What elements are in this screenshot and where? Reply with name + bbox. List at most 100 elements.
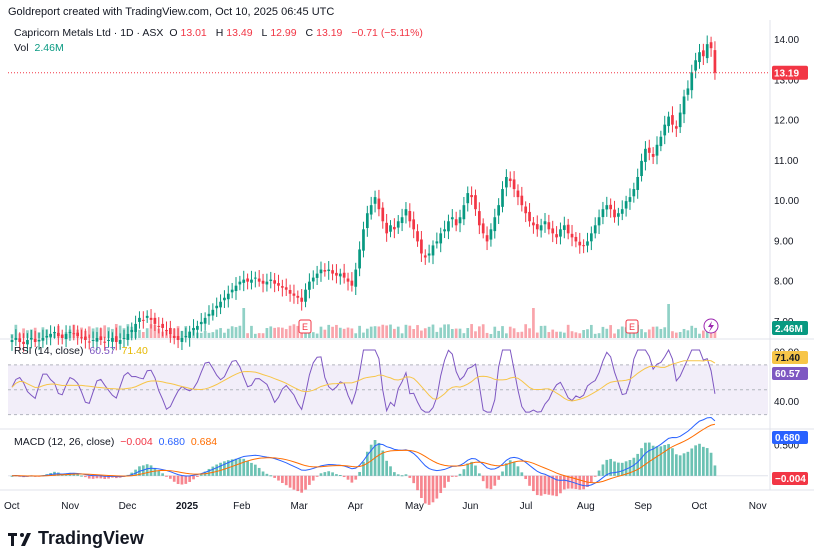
candle-body — [470, 195, 473, 198]
volume-bar — [242, 308, 246, 338]
candle-body — [694, 60, 697, 71]
candle-body — [60, 334, 64, 338]
macd-histogram-bar — [338, 474, 342, 476]
volume-bar — [562, 332, 566, 338]
candle-body — [180, 338, 184, 342]
candle-body — [226, 293, 230, 300]
macd-histogram-bar — [485, 475, 489, 489]
macd-histogram-bar — [690, 448, 694, 476]
rsi-tick-label: 40.00 — [774, 397, 799, 408]
candle-body — [674, 126, 678, 129]
candle-body — [234, 285, 238, 292]
volume-bar — [381, 324, 385, 338]
candle-body — [111, 338, 114, 342]
macd-histogram-bar — [76, 474, 80, 476]
volume-bar — [250, 325, 253, 338]
macd-histogram-bar — [219, 462, 222, 476]
candle-body — [134, 323, 137, 332]
candle-body — [196, 325, 199, 330]
volume-bar — [145, 328, 149, 338]
candle-body — [41, 338, 45, 341]
volume-bar — [296, 325, 300, 338]
rsi-value: 60.57 — [89, 345, 116, 357]
macd-histogram-bar — [84, 475, 87, 478]
volume-bar — [466, 328, 470, 338]
candle-body — [122, 338, 126, 339]
candle-body — [203, 317, 207, 324]
candle-body — [153, 317, 157, 324]
candle-body — [644, 148, 647, 162]
macd-histogram-bar — [562, 475, 566, 490]
candle-body — [130, 329, 134, 333]
macd-histogram-bar — [385, 460, 388, 476]
candle-body — [169, 327, 172, 334]
candle-body — [269, 279, 273, 281]
candle-body — [439, 233, 443, 244]
macd-histogram-bar — [196, 475, 199, 477]
macd-histogram-bar — [663, 444, 667, 476]
macd-histogram-bar — [393, 472, 396, 476]
candle-body — [265, 281, 269, 285]
volume-bar — [207, 332, 211, 338]
rsi-ma-line — [11, 359, 716, 402]
candle-body — [682, 96, 686, 115]
high-value: H 13.49 — [215, 27, 253, 39]
macd-histogram-bar — [427, 475, 431, 505]
candle-body — [589, 233, 593, 242]
volume-bar — [663, 327, 667, 338]
volume-bar — [277, 327, 280, 338]
candle-body — [412, 219, 416, 230]
volume-bar — [485, 332, 489, 338]
rsi-line — [11, 348, 716, 413]
macd-histogram-bar — [381, 450, 385, 476]
macd-histogram-bar — [543, 475, 547, 495]
volume-bar — [632, 329, 636, 338]
candle-body — [199, 321, 203, 325]
macd-histogram-bar — [539, 475, 543, 496]
candle-body — [369, 205, 373, 215]
macd-histogram-bar — [315, 475, 319, 477]
candle-body — [709, 42, 713, 49]
hist-tag-label: −0.004 — [775, 474, 806, 485]
volume-bar — [605, 328, 609, 338]
volume-bar — [230, 326, 234, 338]
macd-histogram-bar — [709, 452, 713, 476]
macd-hist-value: −0.004 — [120, 436, 153, 448]
macd-histogram-bar — [192, 475, 195, 480]
volume-bar — [423, 328, 427, 338]
time-axis-label: Dec — [119, 501, 137, 512]
price-tick-label: 12.00 — [774, 116, 799, 127]
volume-bar — [269, 326, 273, 338]
volume-bar — [141, 331, 145, 338]
volume-bar — [551, 329, 555, 338]
candle-body — [454, 219, 458, 226]
candle-body — [319, 269, 323, 274]
macd-histogram-bar — [578, 475, 582, 490]
macd-histogram-bar — [335, 474, 338, 476]
volume-bar — [362, 332, 365, 338]
candle-body — [396, 221, 400, 228]
macd-histogram-bar — [547, 475, 551, 495]
candle-body — [338, 273, 342, 277]
volume-bar — [524, 324, 528, 338]
volume-bar — [701, 330, 705, 338]
candle-body — [311, 277, 315, 282]
volume-bar — [713, 326, 717, 338]
volume-bar — [346, 327, 350, 338]
candle-body — [138, 317, 141, 322]
candle-body — [686, 88, 690, 95]
candle-body — [95, 338, 99, 342]
macd-histogram-bar — [211, 466, 215, 476]
volume-bar — [477, 326, 481, 338]
rsi-tag — [772, 367, 808, 380]
volume-bar — [199, 332, 203, 338]
macd-histogram-bar — [277, 475, 280, 481]
macd-histogram-bar — [412, 475, 416, 484]
volume-bar — [323, 329, 327, 338]
candle-body — [242, 279, 246, 283]
volume-bar — [219, 328, 222, 338]
price-tick-label: 9.00 — [774, 236, 794, 247]
candle-body — [408, 211, 412, 222]
volume-bar — [520, 331, 524, 338]
